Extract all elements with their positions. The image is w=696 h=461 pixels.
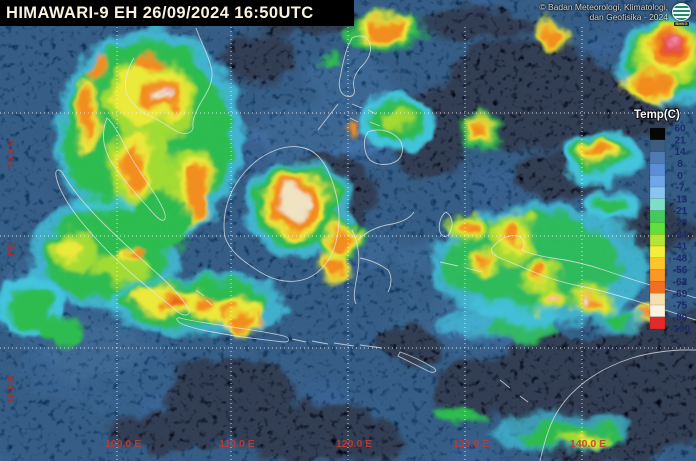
legend-band-16 xyxy=(650,317,665,329)
legend-tick--69: -69 xyxy=(673,289,688,300)
legend-tick--28: -28 xyxy=(673,218,688,229)
legend-tick-0: 0 xyxy=(677,171,683,182)
legend-band-10 xyxy=(650,246,665,258)
parallel-label-10.0S: 10.0 S xyxy=(6,376,17,403)
parallel-label-EQ: EQ xyxy=(6,242,17,256)
legend-band-15 xyxy=(650,305,665,317)
bmkg-globe-icon xyxy=(672,3,691,21)
legend-tick--75: -75 xyxy=(673,301,688,312)
legend-band-9 xyxy=(650,234,665,246)
meridian-label-100.0E: 100.0 E xyxy=(105,438,141,450)
legend-tick--80: -80 xyxy=(673,312,688,323)
meridian-label-110.0E: 110.0 E xyxy=(219,438,255,450)
legend-band-1 xyxy=(650,140,665,152)
legend-band-0 xyxy=(650,128,665,140)
legend-band-13 xyxy=(650,281,665,293)
meridian-label-140.0E: 140.0 E xyxy=(570,438,606,450)
legend-tick--62: -62 xyxy=(673,277,688,288)
legend-tick--21: -21 xyxy=(673,206,688,217)
satellite-image-viewport: 100.0 E 110.0 E 120.0 E 130.0 E 140.0 E 10.0 … xyxy=(0,0,696,461)
legend-tick-14: 14 xyxy=(674,147,686,158)
legend-tick--34: -34 xyxy=(673,230,688,241)
legend-band-5 xyxy=(650,187,665,199)
legend-tick--41: -41 xyxy=(673,242,688,253)
meridian-label-120.0E: 120.0 E xyxy=(336,438,372,450)
legend-tick--56: -56 xyxy=(673,265,688,276)
legend-tick--13: -13 xyxy=(673,194,688,205)
legend-tick-21: 21 xyxy=(674,135,686,146)
legend-tick-8: 8 xyxy=(677,159,683,170)
legend-tick--48: -48 xyxy=(673,253,688,264)
legend-band-6 xyxy=(650,199,665,211)
parallel-label-10.0N: 10.0 N xyxy=(6,140,17,168)
legend-band-7 xyxy=(650,211,665,223)
satellite-map: 100.0 E 110.0 E 120.0 E 130.0 E 140.0 E 10.0 … xyxy=(0,0,696,461)
legend-tick--7: -7 xyxy=(676,183,685,194)
legend-band-8 xyxy=(650,222,665,234)
meridian-label-130.0E: 130.0 E xyxy=(453,438,489,450)
legend-tick--100: -100 xyxy=(670,324,690,335)
legend-band-11 xyxy=(650,258,665,270)
legend-band-2 xyxy=(650,152,665,164)
image-title: HIMAWARI-9 EH 26/09/2024 16:50UTC xyxy=(0,4,314,23)
legend-band-12 xyxy=(650,270,665,282)
copyright-notice: © Badan Meteorologi, Klimatologi, dan Ge… xyxy=(539,3,668,22)
copyright-line-2: dan Geofisika - 2024 xyxy=(539,13,668,23)
bmkg-logo-text: BMKG xyxy=(674,22,688,26)
title-bar: HIMAWARI-9 EH 26/09/2024 16:50UTC xyxy=(0,0,354,26)
bmkg-logo: BMKG xyxy=(672,3,691,26)
legend-band-4 xyxy=(650,175,665,187)
legend-title: Temp(C) xyxy=(634,109,680,121)
legend-tick-60: 60 xyxy=(674,124,686,135)
legend-band-3 xyxy=(650,163,665,175)
legend-band-14 xyxy=(650,293,665,305)
